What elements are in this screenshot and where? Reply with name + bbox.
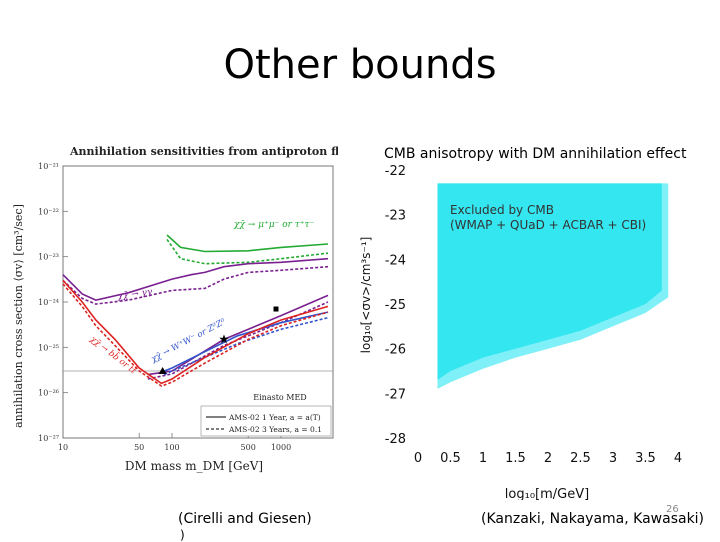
triangle-marker — [158, 367, 167, 375]
star-marker — [219, 334, 229, 344]
series-line-9 — [62, 283, 329, 387]
y-tick-label: 10⁻²³ — [38, 253, 59, 262]
x-tick-label: 1000 — [271, 443, 291, 452]
y-tick-label: 10⁻²² — [38, 207, 59, 216]
x-tick-label: 100 — [164, 443, 179, 452]
y-axis-label: annihilation cross section ⟨σv⟩ [cm³/sec… — [12, 204, 25, 428]
y-tick-label: -26 — [385, 343, 406, 358]
cmb-chart-title: CMB anisotropy with DM annihilation effe… — [384, 146, 687, 162]
x-tick-label: 2.5 — [570, 451, 591, 466]
cmb-constraint-chart: -22-23-24-25-26-27-28 0 0.5 1 1.5 2 2.5 3 3.5 4 … — [359, 164, 682, 500]
chart-legend: AMS-02 1 Year, a = a(T) AMS-02 3 Years, … — [200, 405, 332, 437]
x-axis-label: log₁₀[m/GeV] — [505, 487, 589, 500]
y-tick-label: -24 — [385, 253, 406, 268]
slide-title: Other bounds — [223, 42, 497, 88]
y-tick-label: 10⁻²¹ — [38, 162, 59, 171]
excluded-region — [437, 183, 662, 380]
right-citation: (Kanzaki, Nakayama, Kawasaki) — [481, 511, 705, 527]
page-number: 26 — [666, 504, 679, 515]
series-line-2 — [62, 257, 329, 301]
x-tick-label: 3 — [609, 451, 617, 466]
y-tick-label: -23 — [385, 209, 406, 224]
series-line-6 — [164, 311, 329, 372]
x-tick-label: 500 — [241, 443, 256, 452]
series-line-0 — [166, 234, 329, 253]
legend-item-3-years: AMS-02 3 Years, a = 0.1 — [228, 425, 322, 434]
excluded-region-datasets: (WMAP + QUaD + ACBAR + CBI) — [450, 218, 646, 232]
y-tick-label: -28 — [385, 432, 406, 447]
left-citation-tail: ) — [180, 528, 185, 542]
y-tick-label: 10⁻²⁵ — [38, 343, 59, 352]
y-tick-label: 10⁻²⁷ — [38, 434, 59, 443]
series-line-7 — [163, 316, 329, 376]
y-tick-label: 10⁻²⁶ — [38, 389, 59, 398]
x-tick-label: 50 — [134, 443, 144, 452]
x-tick-label: 3.5 — [635, 451, 656, 466]
einasto-label: Einasto MED — [253, 393, 306, 402]
series-line-8 — [62, 279, 329, 385]
excluded-region-label: Excluded by CMB — [450, 203, 554, 217]
square-marker — [273, 306, 279, 312]
y-tick-label: -22 — [385, 164, 406, 179]
y-tick-label: -25 — [385, 298, 406, 313]
y-tick-label: -27 — [385, 387, 406, 402]
x-tick-label: 2 — [544, 451, 552, 466]
x-tick-label: 0.5 — [440, 451, 461, 466]
left-citation: (Cirelli and Giesen) — [178, 511, 312, 527]
x-tick-label: 0 — [414, 451, 422, 466]
x-tick-label: 10 — [58, 443, 68, 452]
antiproton-sensitivity-chart: Annihilation sensitivities from antiprot… — [8, 138, 338, 476]
y-axis-label: log₁₀[<σv>/cm³s⁻¹] — [359, 237, 373, 354]
x-tick-label: 1 — [479, 451, 487, 466]
series-line-3 — [62, 265, 329, 305]
x-tick-label: 4 — [674, 451, 682, 466]
x-axis-label: DM mass m_DM [GeV] — [125, 459, 263, 473]
chart-title: Annihilation sensitivities from antiprot… — [69, 145, 338, 158]
y-tick-label: 10⁻²⁴ — [38, 298, 59, 307]
series-line-1 — [166, 238, 329, 265]
legend-item-1-year: AMS-02 1 Year, a = a(T) — [228, 413, 321, 422]
channel-label-leptons: χχ̄ → μ⁺μ⁻ or τ⁺τ⁻ — [233, 220, 315, 230]
x-tick-label: 1.5 — [505, 451, 526, 466]
